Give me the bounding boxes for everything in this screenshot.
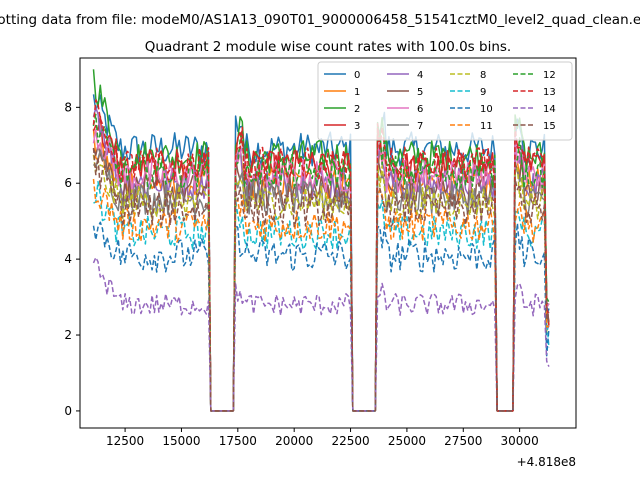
legend-label-13: 13 bbox=[543, 87, 556, 98]
series-line-4 bbox=[92, 106, 550, 412]
x-tick-label: 20000 bbox=[275, 434, 313, 448]
series-line-12 bbox=[92, 113, 550, 412]
x-tick-label: 25000 bbox=[388, 434, 426, 448]
x-tick-label: 12500 bbox=[106, 434, 144, 448]
x-axis-ticks: 12500 15000 17500 20000 22500 25000 27500 30000 bbox=[106, 428, 539, 448]
series-line-2 bbox=[92, 69, 550, 412]
legend-label-11: 11 bbox=[480, 121, 493, 132]
legend-label-10: 10 bbox=[480, 104, 493, 115]
series-line-7 bbox=[92, 149, 550, 412]
axes-frame bbox=[79, 57, 577, 429]
series-line-15 bbox=[92, 147, 550, 412]
x-tick-label: 15000 bbox=[162, 434, 200, 448]
legend-label-12: 12 bbox=[543, 70, 556, 81]
y-tick-label: 2 bbox=[64, 328, 72, 342]
x-tick-label: 22500 bbox=[331, 434, 369, 448]
legend-label-8: 8 bbox=[480, 70, 486, 81]
legend-label-14: 14 bbox=[543, 104, 556, 115]
legend-label-2: 2 bbox=[354, 104, 360, 115]
legend-label-0: 0 bbox=[354, 70, 360, 81]
series-line-10 bbox=[92, 221, 550, 412]
series-line-9 bbox=[93, 181, 550, 412]
series-line-8 bbox=[92, 154, 550, 412]
figure-suptitle: Plotting data from file: modeM0/AS1A13_0… bbox=[0, 12, 640, 28]
series-line-14 bbox=[92, 256, 550, 412]
legend-label-15: 15 bbox=[543, 121, 556, 132]
y-tick-label: 6 bbox=[64, 176, 72, 190]
x-tick-label: 27500 bbox=[444, 434, 482, 448]
legend-label-9: 9 bbox=[480, 87, 486, 98]
legend-label-6: 6 bbox=[417, 104, 423, 115]
legend-label-7: 7 bbox=[417, 121, 423, 132]
y-tick-label: 4 bbox=[64, 252, 72, 266]
legend-label-1: 1 bbox=[354, 87, 360, 98]
chart-title: Quadrant 2 module wise count rates with … bbox=[145, 39, 511, 55]
legend-label-4: 4 bbox=[417, 70, 423, 81]
y-tick-label: 0 bbox=[64, 404, 72, 418]
series-line-13 bbox=[92, 99, 550, 412]
legend-label-5: 5 bbox=[417, 87, 423, 98]
x-offset-label: +4.818e8 bbox=[517, 455, 576, 469]
x-tick-label: 30000 bbox=[501, 434, 539, 448]
series-lines bbox=[92, 69, 550, 412]
legend-label-3: 3 bbox=[354, 121, 360, 132]
y-axis-ticks: 0 2 4 6 8 bbox=[64, 100, 80, 418]
y-tick-label: 8 bbox=[64, 100, 72, 114]
legend-box bbox=[317, 61, 573, 141]
x-tick-label: 17500 bbox=[219, 434, 257, 448]
